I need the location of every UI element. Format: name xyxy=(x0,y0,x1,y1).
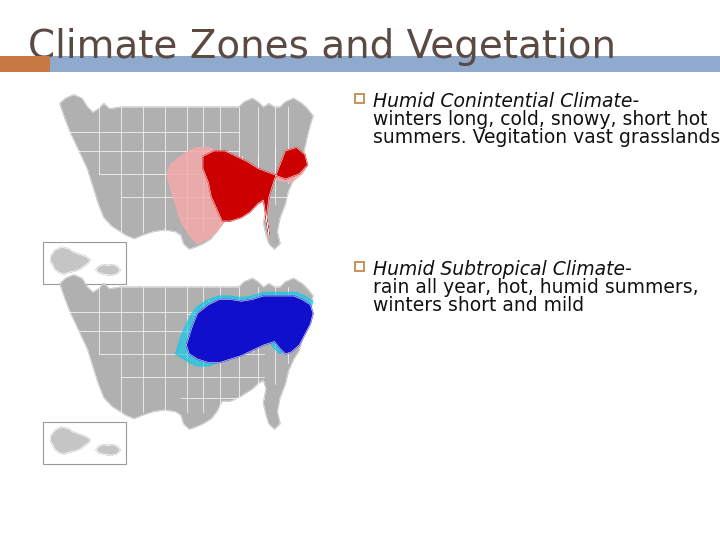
Text: winters long, cold, snowy, short hot: winters long, cold, snowy, short hot xyxy=(373,110,708,129)
Polygon shape xyxy=(96,445,120,455)
Polygon shape xyxy=(203,147,307,235)
Polygon shape xyxy=(50,427,90,454)
Bar xyxy=(0,56,50,72)
Bar xyxy=(355,94,364,103)
Text: winters short and mild: winters short and mild xyxy=(373,296,584,315)
Text: Humid Conintential Climate-: Humid Conintential Climate- xyxy=(373,92,639,111)
Polygon shape xyxy=(50,247,90,274)
Polygon shape xyxy=(50,427,90,454)
Polygon shape xyxy=(186,296,313,362)
Polygon shape xyxy=(60,95,313,249)
Polygon shape xyxy=(60,275,313,429)
Text: summers. Vegitation vast grasslands: summers. Vegitation vast grasslands xyxy=(373,128,720,147)
Bar xyxy=(43,422,126,464)
Polygon shape xyxy=(176,293,313,366)
Polygon shape xyxy=(96,265,120,275)
Polygon shape xyxy=(96,445,120,455)
Polygon shape xyxy=(167,147,307,244)
Text: Humid Subtropical Climate-: Humid Subtropical Climate- xyxy=(373,260,631,279)
Bar xyxy=(0,56,720,72)
Bar xyxy=(355,262,364,271)
Bar xyxy=(43,242,126,284)
Polygon shape xyxy=(50,247,90,274)
Polygon shape xyxy=(96,265,120,275)
Text: Climate Zones and Vegetation: Climate Zones and Vegetation xyxy=(28,28,616,66)
Text: rain all year, hot, humid summers,: rain all year, hot, humid summers, xyxy=(373,278,698,297)
